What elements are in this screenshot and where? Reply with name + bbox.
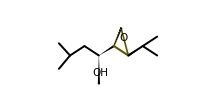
Text: O: O	[119, 33, 127, 43]
Polygon shape	[128, 46, 143, 56]
Polygon shape	[99, 45, 114, 56]
Text: OH: OH	[92, 68, 108, 78]
Polygon shape	[98, 56, 100, 84]
